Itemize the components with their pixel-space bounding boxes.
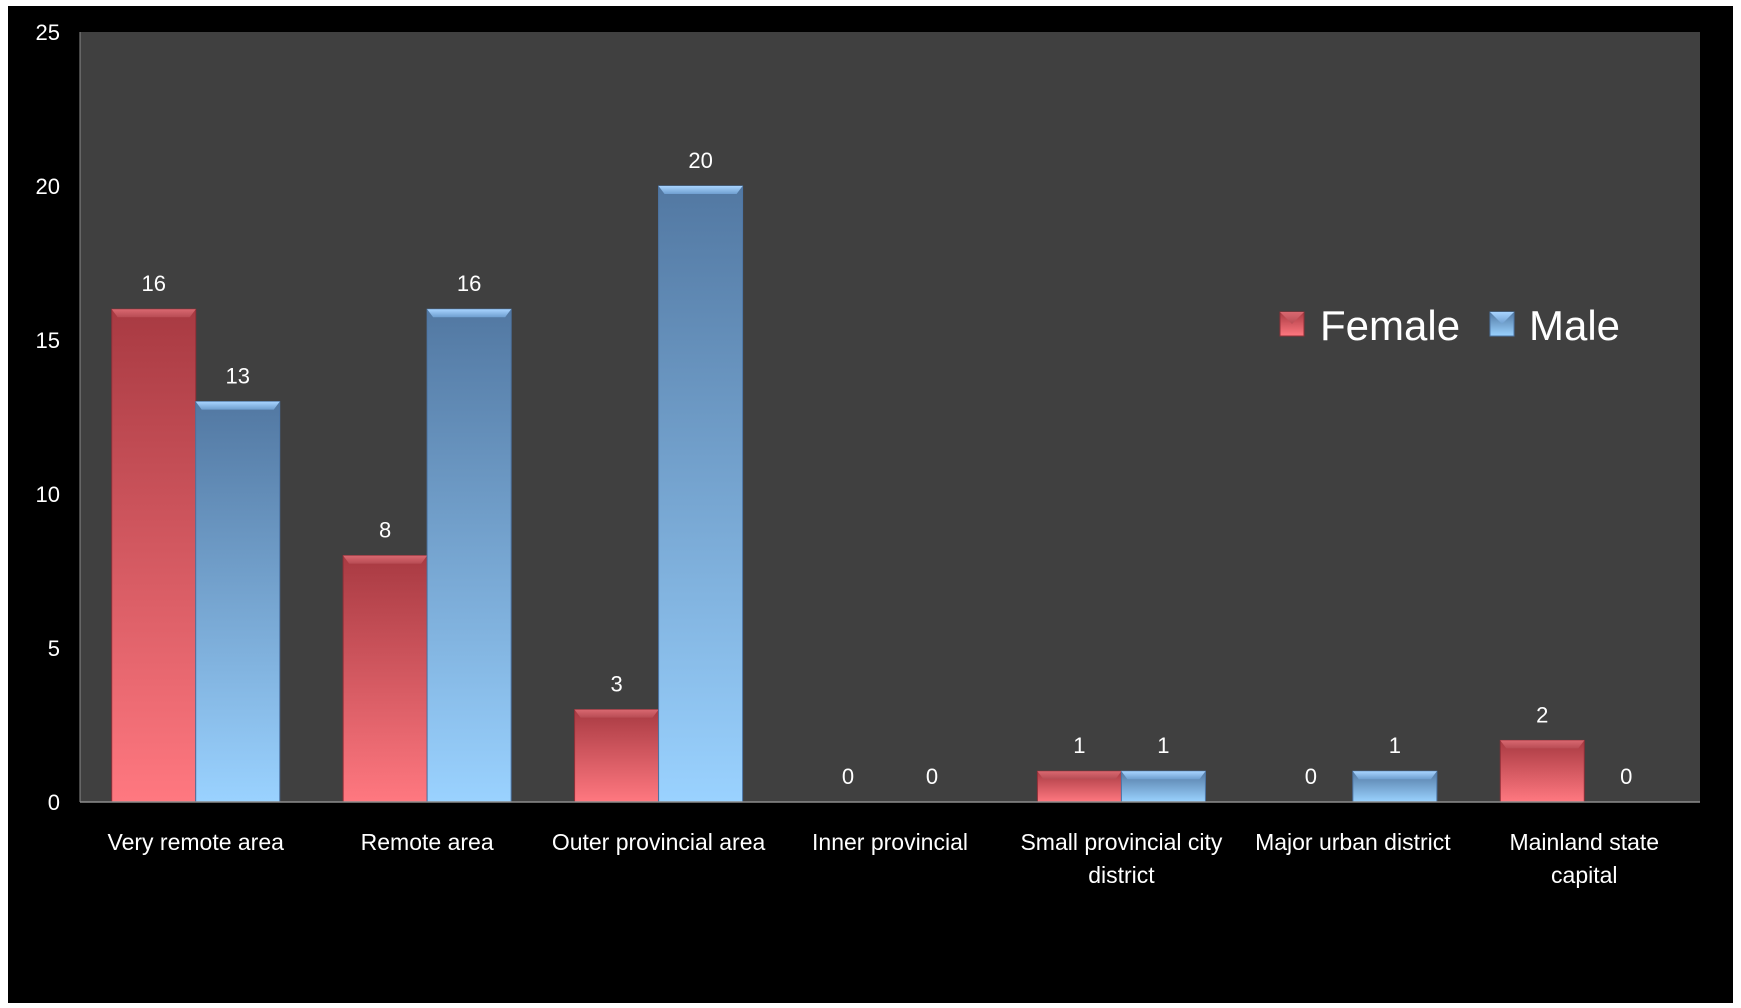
data-label-female: 3 — [610, 672, 622, 697]
y-tick-label: 20 — [36, 174, 60, 199]
chart-frame: 0 5 10 15 20 25 16 13 8 16 3 20 0 0 1 1 0 1 2 0 Very remot… — [8, 6, 1733, 1003]
x-tick-label: Inner provincial — [812, 829, 968, 855]
data-label-male: 1 — [1389, 733, 1401, 758]
bar-bevel-male — [195, 401, 280, 410]
bar-bevel-female — [343, 555, 428, 564]
bar-bevel-male — [1352, 771, 1437, 780]
y-tick-label: 15 — [36, 328, 60, 353]
x-axis: Very remote area Remote area Outer provinc… — [80, 801, 1700, 888]
bar-bevel-female — [1037, 771, 1122, 780]
bar-male — [195, 401, 281, 803]
bar-bevel-female — [111, 309, 196, 318]
data-label-male: 0 — [1620, 764, 1632, 789]
bar-female — [1499, 739, 1585, 803]
data-label-male: 20 — [688, 148, 712, 173]
y-tick-label: 0 — [48, 790, 60, 815]
bars — [111, 185, 1585, 803]
x-tick-label: district — [1088, 862, 1155, 888]
data-label-female: 1 — [1073, 733, 1085, 758]
data-label-female: 2 — [1536, 702, 1548, 727]
bar-female — [342, 555, 428, 803]
legend-swatch-bevel — [1280, 312, 1304, 324]
legend-label-male: Male — [1529, 302, 1620, 349]
x-tick-label: capital — [1551, 862, 1617, 888]
bar-bevel-male — [658, 186, 743, 194]
x-tick-label: Remote area — [361, 829, 494, 855]
bar-bevel-female — [574, 709, 659, 718]
y-tick-label: 5 — [48, 636, 60, 661]
x-tick-label: Mainland state — [1509, 829, 1659, 855]
data-label-male: 0 — [926, 764, 938, 789]
data-label-male: 16 — [457, 271, 481, 296]
plot-area — [80, 32, 1700, 802]
bar-male — [658, 185, 744, 803]
bar-female — [111, 308, 197, 803]
y-tick-label: 25 — [36, 20, 60, 45]
y-tick-label: 10 — [36, 482, 60, 507]
bar-male — [426, 308, 512, 803]
legend-swatch-bevel — [1490, 312, 1514, 324]
data-label-male: 1 — [1157, 733, 1169, 758]
data-label-female: 8 — [379, 518, 391, 543]
bar-bevel-male — [427, 309, 512, 318]
x-tick-label: Major urban district — [1255, 829, 1451, 855]
bar-bevel-female — [1500, 740, 1585, 749]
data-label-female: 0 — [842, 764, 854, 789]
x-tick-label: Very remote area — [108, 829, 285, 855]
data-label-female: 16 — [141, 271, 165, 296]
bar-bevel-male — [1121, 771, 1206, 780]
bar-female — [574, 709, 660, 803]
data-label-female: 0 — [1305, 764, 1317, 789]
y-axis: 0 5 10 15 20 25 — [36, 20, 81, 815]
legend: Female Male — [1279, 302, 1620, 349]
data-label-male: 13 — [225, 364, 249, 389]
x-tick-label: Outer provincial area — [552, 829, 766, 855]
legend-label-female: Female — [1320, 302, 1460, 349]
x-tick-label: Small provincial city — [1020, 829, 1222, 855]
